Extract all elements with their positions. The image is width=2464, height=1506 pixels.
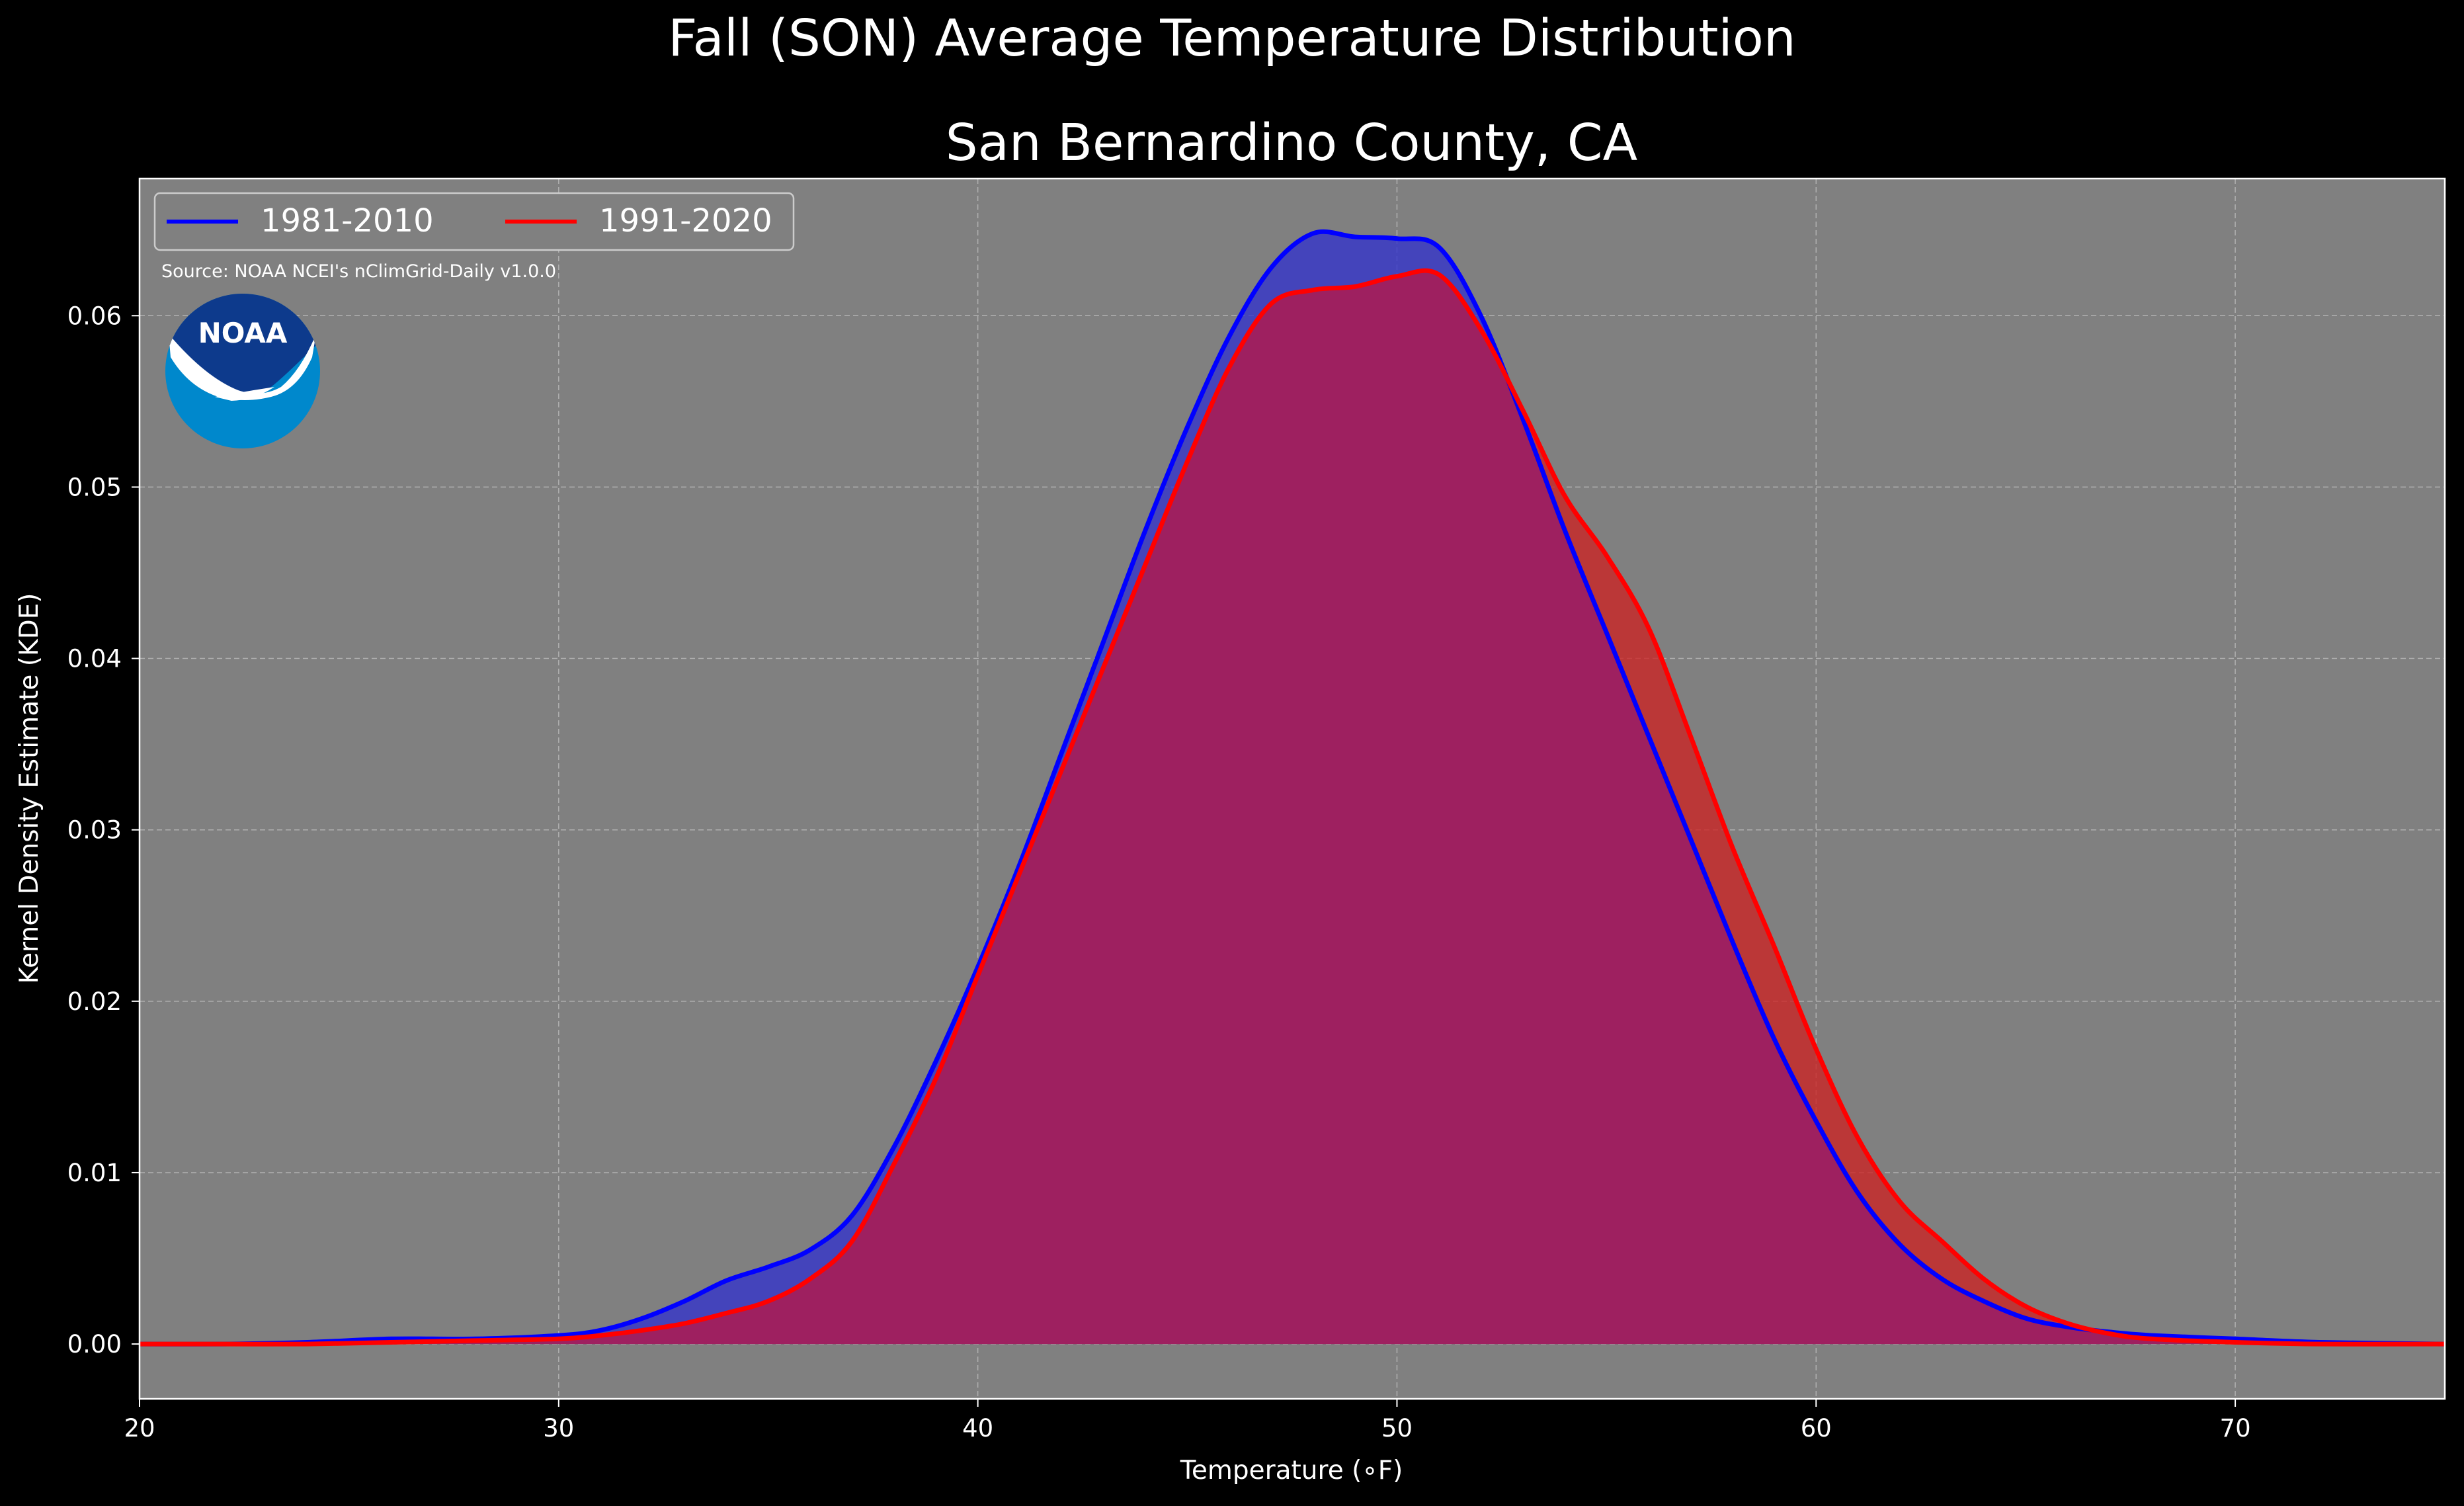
x-axis: 20 30 40 50 60 70 (124, 1399, 2251, 1443)
series-line-1991-2020 (140, 268, 2445, 1347)
source-annotation: Source: NOAA NCEI's nClimGrid-Daily v1.0… (161, 261, 556, 282)
figure-title: Fall (SON) Average Temperature Distribut… (668, 9, 1795, 68)
x-tick-label: 40 (962, 1414, 993, 1443)
x-axis-label: Temperature (∘F) (1180, 1456, 1403, 1485)
series-fills (140, 231, 2445, 1345)
y-axis-label: Kernel Density Estimate (KDE) (15, 593, 44, 984)
chart-title: San Bernardino County, CA (946, 114, 1638, 173)
y-tick-label: 0.00 (67, 1330, 122, 1359)
y-tick-label: 0.06 (67, 302, 122, 330)
x-tick-label: 70 (2220, 1414, 2251, 1443)
legend: 1981-2010 1991-2020 (153, 192, 795, 251)
x-tick-label: 60 (1801, 1414, 1832, 1443)
x-tick-label: 20 (124, 1414, 155, 1443)
y-tick-label: 0.05 (67, 473, 122, 501)
x-tick-label: 50 (1381, 1414, 1413, 1443)
y-tick-label: 0.03 (67, 816, 122, 845)
y-axis: 0.00 0.01 0.02 0.03 0.04 0.05 0.06 (67, 302, 140, 1359)
plot-frame (138, 177, 2446, 1400)
series-lines (140, 229, 2445, 1347)
y-tick-label: 0.01 (67, 1159, 122, 1187)
x-tick-label: 30 (543, 1414, 574, 1443)
legend-label-1991-2020: 1991-2020 (599, 202, 772, 239)
legend-box (153, 192, 795, 251)
area-fill-overlap (140, 271, 2445, 1345)
y-tick-label: 0.04 (67, 645, 122, 673)
noaa-logo-text: NOAA (198, 317, 288, 349)
series-line-1981-2010 (140, 229, 2445, 1347)
y-tick-label: 0.02 (67, 987, 122, 1016)
noaa-logo: NOAA (165, 294, 320, 448)
legend-label-1981-2010: 1981-2010 (261, 202, 434, 239)
